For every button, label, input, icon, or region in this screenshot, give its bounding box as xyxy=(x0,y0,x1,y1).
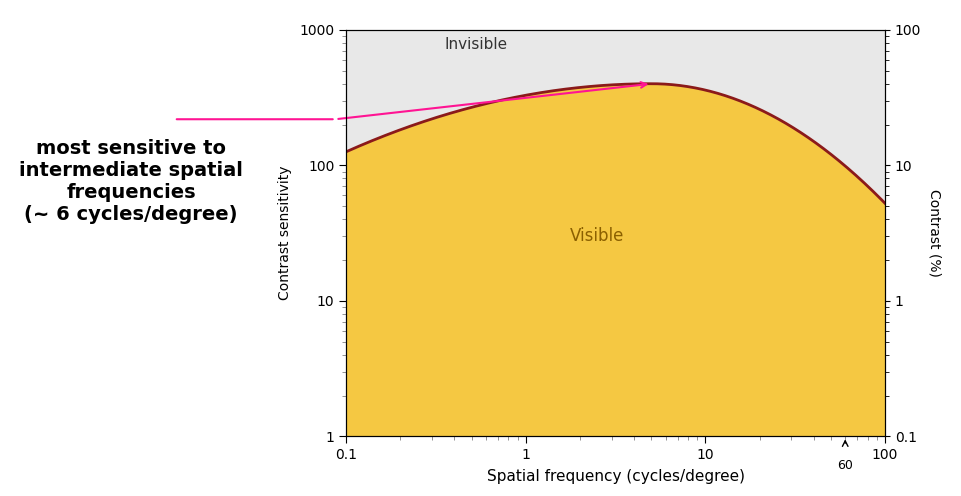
X-axis label: Spatial frequency (cycles/degree): Spatial frequency (cycles/degree) xyxy=(486,469,744,484)
Text: Visible: Visible xyxy=(570,227,624,245)
Y-axis label: Contrast (%): Contrast (%) xyxy=(927,189,941,277)
Y-axis label: Contrast sensitivity: Contrast sensitivity xyxy=(278,166,292,301)
Text: most sensitive to
intermediate spatial
frequencies
(~ 6 cycles/degree): most sensitive to intermediate spatial f… xyxy=(19,139,243,224)
Text: 60: 60 xyxy=(836,459,852,472)
Text: Invisible: Invisible xyxy=(444,37,506,52)
